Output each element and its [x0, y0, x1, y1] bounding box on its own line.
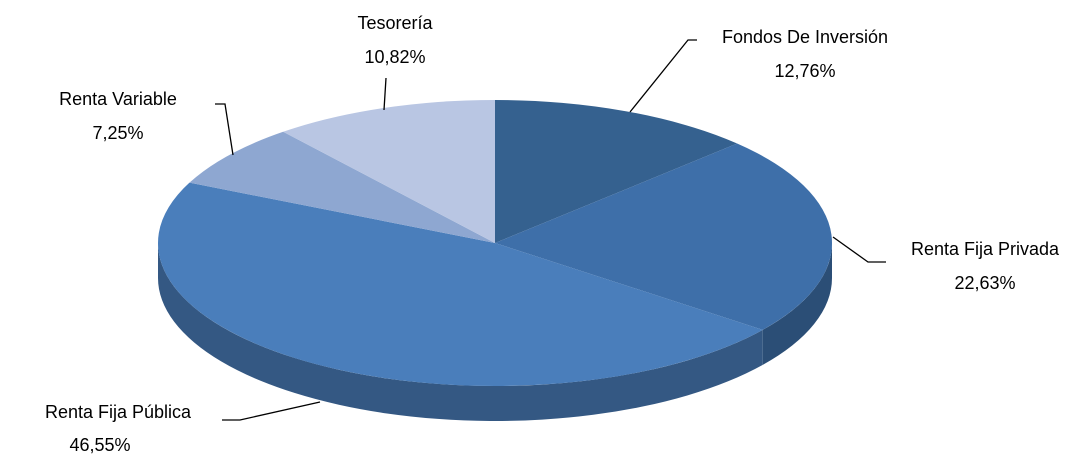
slice [495, 143, 832, 330]
slice-label: Renta Fija Privada [911, 239, 1060, 259]
slice-value-label: 22,63% [954, 273, 1015, 293]
slice-value-label: 10,82% [364, 47, 425, 67]
slice [283, 100, 495, 243]
leader-line [222, 401, 321, 421]
slice [157, 182, 763, 387]
slice-side [158, 243, 763, 421]
pie-labels: Fondos De Inversión 12,76% Renta Fija Priv… [45, 13, 1060, 455]
slice-label: Fondos De Inversión [722, 27, 888, 47]
slice [495, 100, 738, 243]
slice-value-label: 46,55% [69, 435, 130, 455]
slice-label: Renta Fija Pública [45, 402, 192, 422]
leader-line [215, 103, 234, 156]
slice-side [762, 243, 832, 365]
pie-sides [158, 243, 832, 421]
leader-line [629, 39, 697, 113]
slice [189, 131, 495, 243]
leader-line [832, 236, 886, 263]
slice-value-label: 12,76% [774, 61, 835, 81]
slice-label: Tesorería [357, 13, 433, 33]
leader-line [383, 77, 387, 111]
pie-tops [157, 100, 832, 387]
slice-value-label: 7,25% [92, 123, 143, 143]
slice-label: Renta Variable [59, 89, 177, 109]
